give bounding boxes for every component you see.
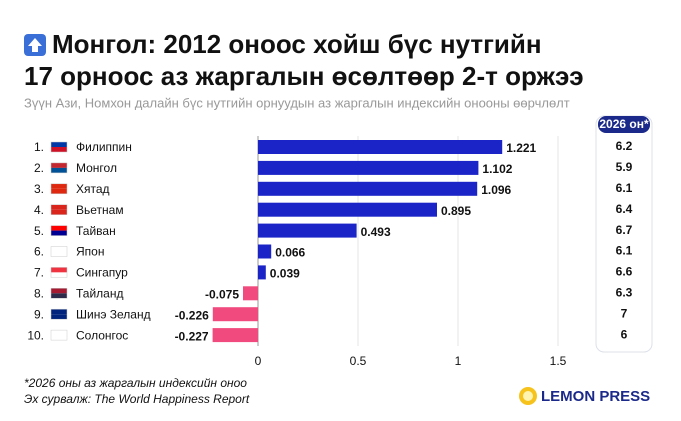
- data-label: -0.226: [175, 308, 209, 322]
- score-label: 6.6: [616, 265, 633, 279]
- flag-border: [50, 246, 68, 257]
- bar: [258, 202, 437, 217]
- flag: [51, 225, 67, 231]
- flag: [51, 272, 67, 278]
- score-header: 2026 он*: [599, 117, 649, 131]
- flag-border: [50, 267, 68, 278]
- y-tick-label: Солонгос: [76, 328, 128, 342]
- rank-label: 9.: [34, 307, 44, 321]
- rank-label: 3.: [34, 182, 44, 196]
- flag: [51, 230, 67, 236]
- score-label: 6.7: [616, 223, 633, 237]
- bar: [258, 244, 272, 259]
- data-label: 0.493: [361, 225, 391, 239]
- flag: [51, 293, 67, 299]
- data-label: 0.039: [270, 267, 300, 281]
- score-label: 6.4: [616, 202, 633, 216]
- flag: [51, 246, 67, 252]
- note: Эх сурвалж: The World Happiness Report: [24, 392, 250, 406]
- flag: [51, 188, 67, 194]
- y-tick-label: Монгол: [76, 161, 117, 175]
- flag: [51, 204, 67, 210]
- flag: [51, 335, 67, 341]
- data-label: -0.075: [205, 287, 239, 301]
- bar: [258, 160, 479, 175]
- flag: [51, 314, 67, 320]
- flag: [51, 288, 67, 294]
- flag-border: [50, 141, 68, 153]
- score-label: 6: [621, 327, 628, 341]
- score-header-bg: [598, 116, 650, 133]
- y-tick-label: Тайван: [76, 224, 116, 238]
- rank-label: 8.: [34, 286, 44, 300]
- flag-border: [50, 183, 68, 195]
- rank-label: 1.: [34, 140, 44, 154]
- rank-label: 10.: [27, 328, 44, 342]
- flag-border: [50, 288, 68, 299]
- x-tick-label: 1.5: [550, 354, 567, 368]
- y-tick-label: Вьетнам: [76, 203, 124, 217]
- flag: [51, 330, 67, 336]
- chart-title: Монгол: 2012 оноос хойш бүс нутгийн: [52, 29, 542, 59]
- data-label: 0.895: [441, 204, 471, 218]
- x-tick-label: 0: [255, 354, 262, 368]
- y-tick-label: Хятад: [76, 182, 110, 196]
- flag-border: [50, 308, 68, 320]
- flag: [51, 142, 67, 147]
- rank-label: 7.: [34, 266, 44, 280]
- score-label: 6.1: [616, 244, 633, 258]
- brand-logo: [519, 387, 537, 405]
- x-tick-label: 0.5: [350, 354, 367, 368]
- flag: [51, 183, 67, 189]
- score-label: 6.3: [616, 285, 633, 299]
- bar: [258, 140, 503, 154]
- rank-label: 4.: [34, 203, 44, 217]
- data-label: 1.221: [506, 141, 536, 155]
- bar: [212, 307, 258, 322]
- flag: [51, 162, 67, 168]
- brand: LEMON PRESS: [541, 388, 650, 405]
- x-tick-label: 1: [455, 354, 462, 368]
- score-label: 7: [621, 306, 628, 320]
- score-label: 6.2: [616, 139, 633, 153]
- flag-border: [50, 329, 68, 341]
- rank-label: 6.: [34, 245, 44, 259]
- data-label: 1.096: [481, 183, 511, 197]
- flag: [51, 147, 67, 152]
- y-tick-label: Шинэ Зеланд: [76, 307, 151, 321]
- score-label: 5.9: [616, 160, 633, 174]
- y-tick-label: Сингапур: [76, 266, 128, 280]
- score-label: 6.1: [616, 181, 633, 195]
- data-label: 1.102: [482, 162, 512, 176]
- bar: [258, 181, 478, 196]
- flag: [51, 167, 67, 173]
- flag-border: [50, 204, 68, 215]
- data-label: -0.227: [175, 329, 209, 343]
- bar: [258, 265, 266, 280]
- rank-label: 5.: [34, 224, 44, 238]
- flag-border: [50, 162, 68, 174]
- bar: [243, 286, 258, 301]
- flag: [51, 267, 67, 273]
- title-icon: [24, 34, 46, 56]
- flag: [51, 309, 67, 315]
- chart-title: 17 орноос аз жаргалын өсөлтөөр 2-т оржээ: [24, 61, 584, 91]
- data-label: 0.066: [275, 246, 305, 260]
- chart-subtitle: Зүүн Ази, Номхон далайн бүс нутгийн орну…: [24, 95, 570, 110]
- bar: [258, 223, 357, 238]
- y-tick-label: Филиппин: [76, 140, 132, 154]
- y-tick-label: Япон: [76, 245, 104, 259]
- flag-border: [50, 225, 68, 236]
- flag: [51, 251, 67, 257]
- bar: [212, 328, 258, 343]
- note: *2026 оны аз жаргалын индексийн оноо: [24, 376, 247, 390]
- y-tick-label: Тайланд: [76, 286, 123, 300]
- rank-label: 2.: [34, 161, 44, 175]
- flag: [51, 209, 67, 215]
